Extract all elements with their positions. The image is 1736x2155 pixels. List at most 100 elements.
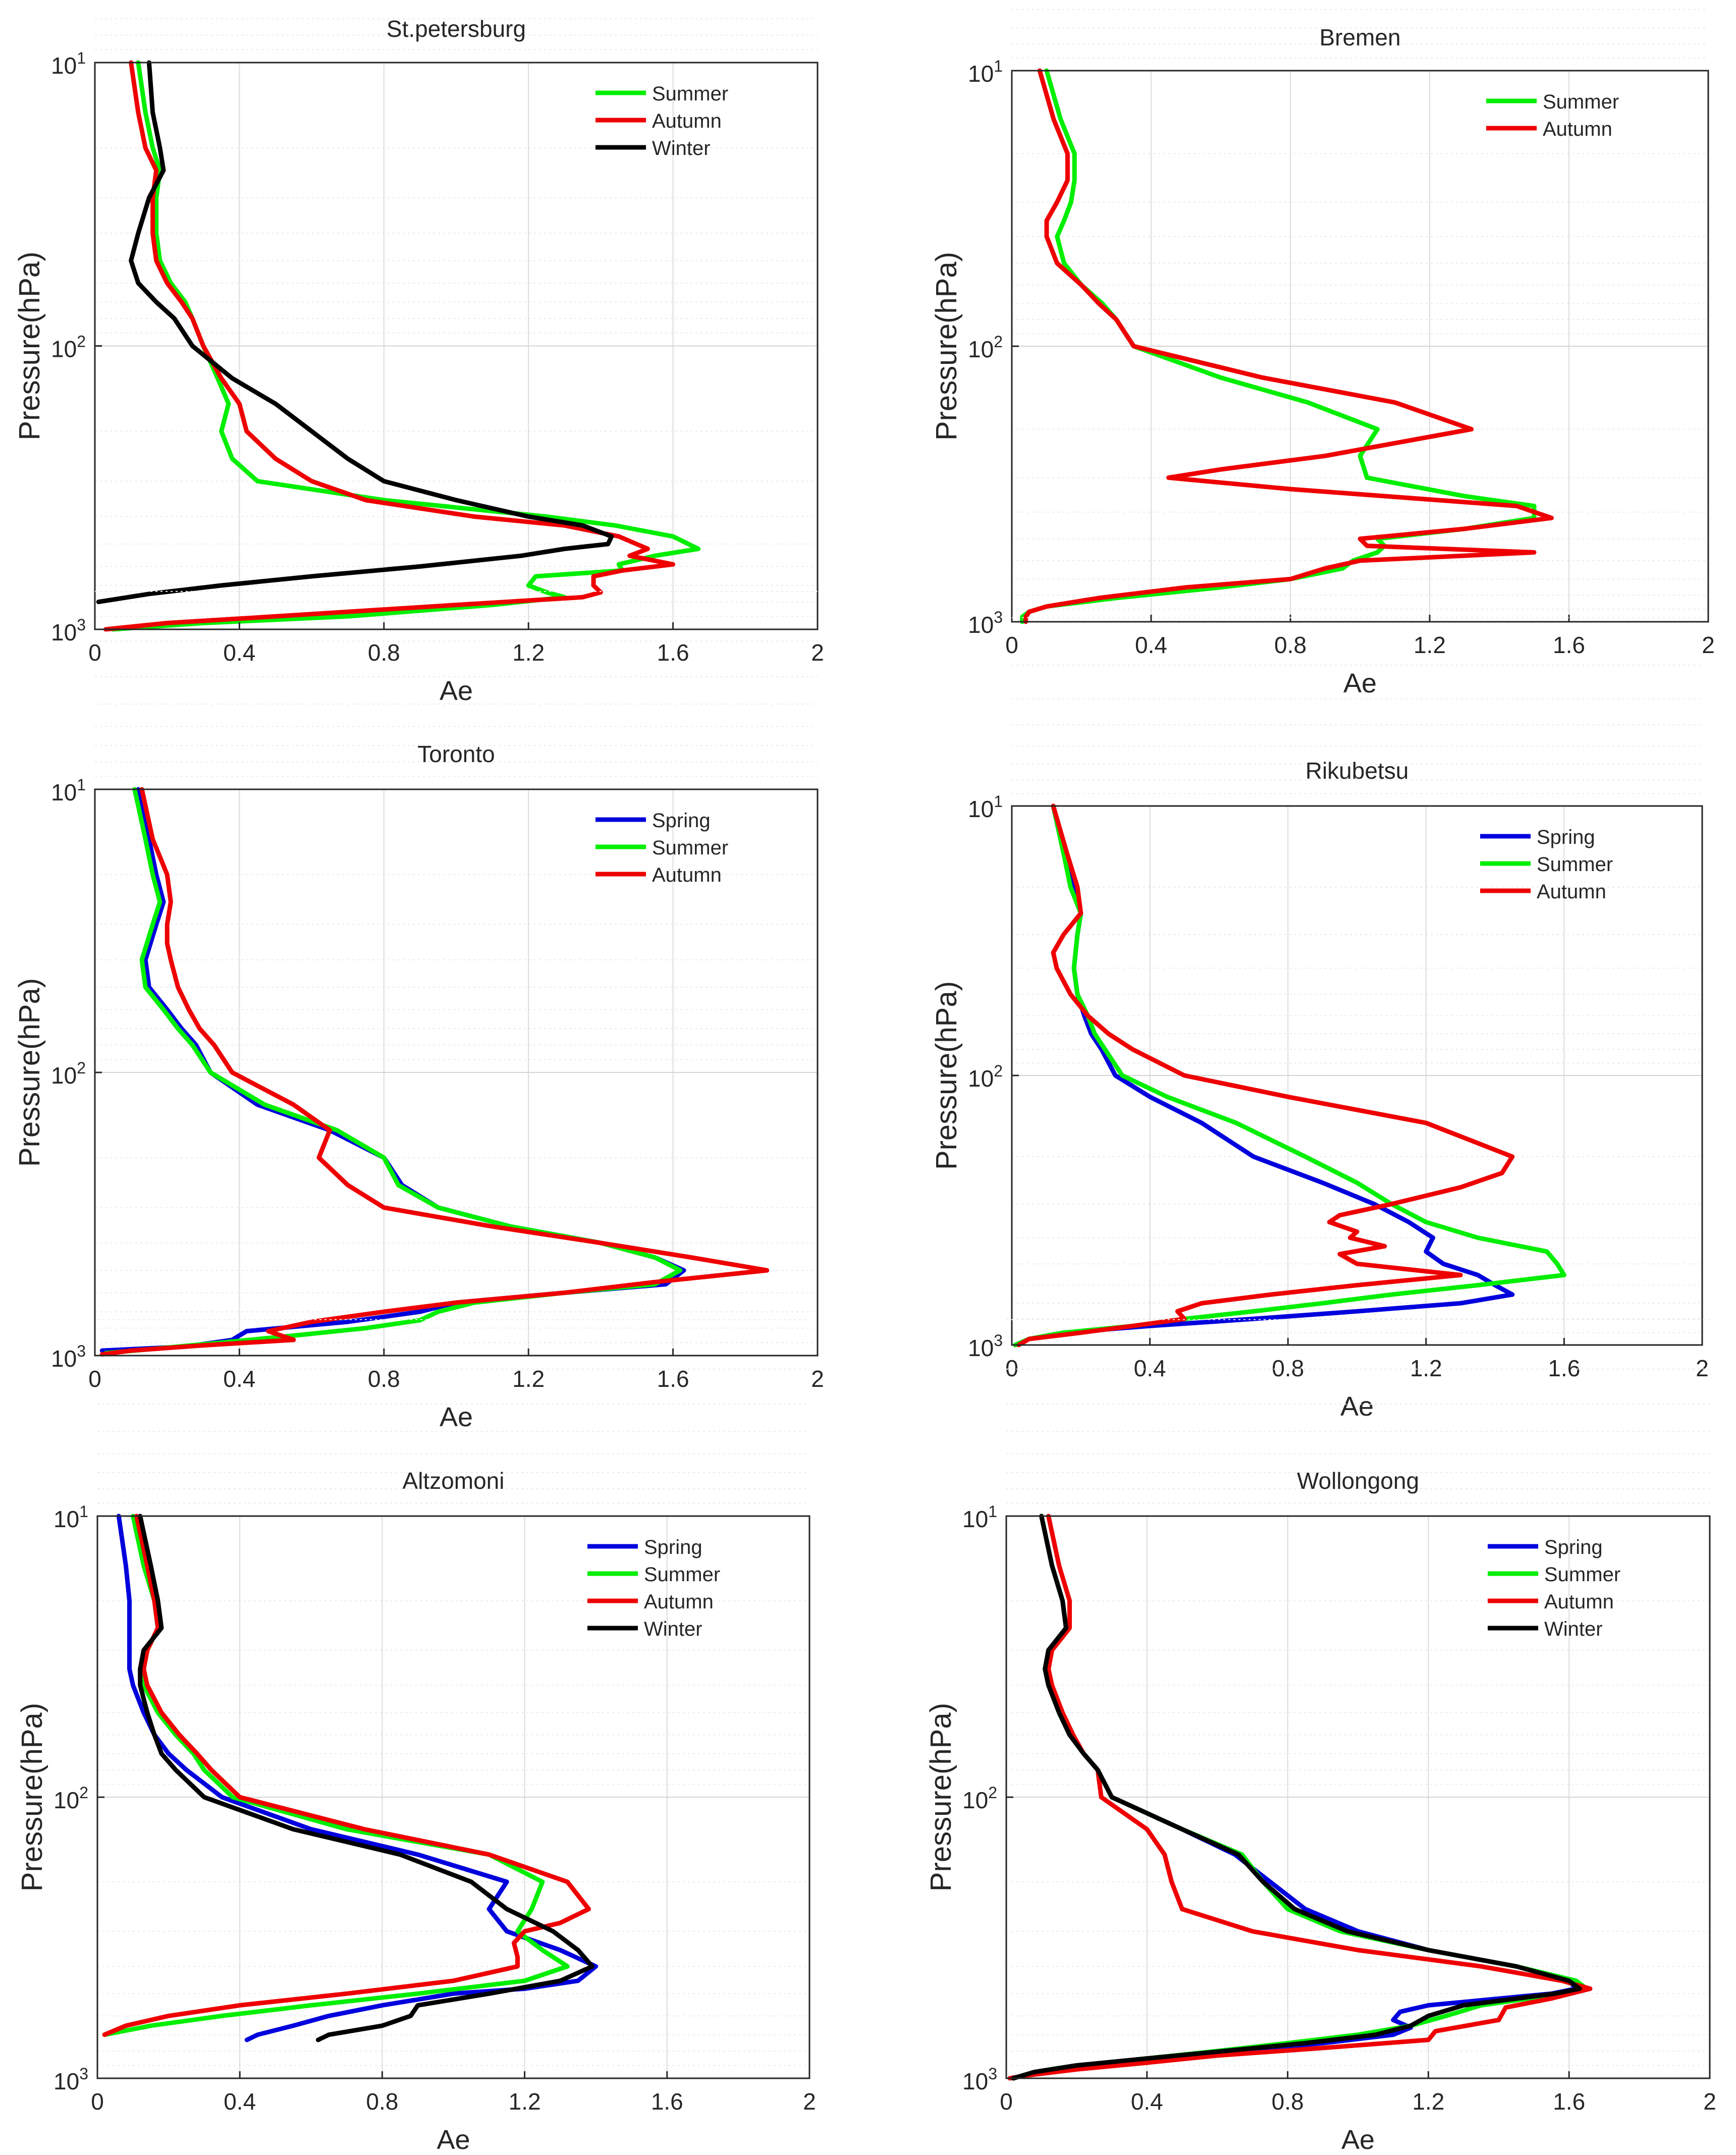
chart-title: St.petersburg bbox=[387, 16, 526, 42]
x-tick-label: 0.4 bbox=[1134, 1355, 1166, 1381]
x-tick-label: 1.6 bbox=[657, 639, 689, 666]
y-axis-label: Pressure(hPa) bbox=[925, 1703, 957, 1892]
x-tick-label: 2 bbox=[811, 639, 824, 666]
chart-panel: 0 0.4 0.8 1.2 1.6 2 101 102 103 Altzomoni Ae Pressu… bbox=[16, 1319, 816, 2155]
y-tick-label: 103 bbox=[968, 608, 1003, 638]
x-tick-label: 0.8 bbox=[1272, 1355, 1304, 1381]
y-tick-label: 102 bbox=[51, 333, 86, 362]
legend-label-summer: Summer bbox=[652, 837, 728, 859]
chart-panel: 0 0.4 0.8 1.2 1.6 2 101 102 103 Wollongong Ae Press… bbox=[925, 1319, 1716, 2155]
y-tick-label: 103 bbox=[968, 1331, 1003, 1361]
x-tick-label: 2 bbox=[1696, 1355, 1709, 1381]
series-line-summer bbox=[102, 1514, 570, 2037]
y-tick-label: 102 bbox=[962, 1784, 997, 1813]
x-tick-label: 1.2 bbox=[1410, 1355, 1442, 1381]
x-tick-label: 1.2 bbox=[1414, 632, 1446, 658]
y-tick-label: 101 bbox=[962, 1502, 997, 1532]
y-tick-label: 103 bbox=[962, 2065, 997, 2094]
chart-title: Altzomoni bbox=[403, 1468, 505, 1494]
series-line-summer bbox=[103, 787, 683, 1356]
legend-label-spring: Spring bbox=[652, 810, 711, 832]
y-tick-label: 101 bbox=[51, 776, 86, 805]
x-tick-label: 0 bbox=[1000, 2088, 1013, 2115]
series-line-summer bbox=[1013, 803, 1566, 1348]
x-tick-label: 1.6 bbox=[657, 1366, 689, 1392]
chart-title: Wollongong bbox=[1297, 1468, 1419, 1494]
series-line-autumn bbox=[102, 1514, 591, 2037]
x-tick-label: 0.8 bbox=[368, 1366, 400, 1392]
y-axis-label: Pressure(hPa) bbox=[13, 978, 46, 1167]
x-tick-label: 0.8 bbox=[368, 639, 400, 666]
x-tick-label: 0 bbox=[88, 639, 101, 666]
y-axis-label: Pressure(hPa) bbox=[16, 1703, 48, 1892]
y-tick-label: 102 bbox=[968, 1062, 1003, 1092]
x-tick-label: 0.8 bbox=[366, 2088, 398, 2115]
legend-label-winter: Winter bbox=[644, 1618, 702, 1640]
series-line-autumn bbox=[1023, 68, 1554, 624]
x-tick-label: 2 bbox=[811, 1366, 824, 1392]
y-tick-label: 101 bbox=[51, 49, 86, 79]
x-axis-label: Ae bbox=[437, 2125, 470, 2155]
x-tick-label: 2 bbox=[803, 2088, 816, 2115]
y-axis-label: Pressure(hPa) bbox=[930, 252, 963, 441]
y-tick-label: 102 bbox=[53, 1784, 88, 1813]
chart-panel: 0 0.4 0.8 1.2 1.6 2 101 102 103 Rikubetsu Ae Pressu… bbox=[930, 617, 1709, 1422]
x-tick-label: 2 bbox=[1703, 2088, 1716, 2115]
legend-label-summer: Summer bbox=[1543, 91, 1619, 113]
y-tick-label: 101 bbox=[53, 1502, 88, 1532]
x-tick-label: 0.8 bbox=[1274, 632, 1307, 658]
chart-panel: 0 0.4 0.8 1.2 1.6 2 101 102 103 Toronto Ae Pressure… bbox=[13, 590, 824, 1432]
y-tick-label: 102 bbox=[51, 1059, 86, 1089]
x-tick-label: 1.6 bbox=[1553, 2088, 1585, 2115]
y-tick-label: 102 bbox=[968, 333, 1003, 362]
chart-title: Rikubetsu bbox=[1306, 758, 1409, 784]
legend-label-summer: Summer bbox=[1544, 1564, 1620, 1586]
legend-label-autumn: Autumn bbox=[644, 1591, 714, 1613]
legend-label-autumn: Autumn bbox=[1544, 1591, 1614, 1613]
y-tick-label: 103 bbox=[51, 1342, 86, 1372]
x-axis-label: Ae bbox=[440, 676, 473, 706]
x-tick-label: 1.2 bbox=[512, 1366, 545, 1392]
series-line-autumn bbox=[1016, 803, 1515, 1348]
legend-label-winter: Winter bbox=[1544, 1618, 1603, 1640]
legend-label-summer: Summer bbox=[1537, 853, 1613, 876]
y-tick-label: 103 bbox=[53, 2065, 88, 2094]
chart-panel: 0 0.4 0.8 1.2 1.6 2 101 102 103 St.petersburg Ae Pr… bbox=[13, 0, 824, 706]
legend-label-spring: Spring bbox=[1537, 826, 1595, 848]
series-line-autumn bbox=[1007, 1514, 1593, 2081]
x-tick-label: 1.2 bbox=[1412, 2088, 1444, 2115]
x-tick-label: 0.4 bbox=[1135, 632, 1167, 658]
chart-panel: 0 0.4 0.8 1.2 1.6 2 101 102 103 Bremen Ae Pressure(… bbox=[930, 9, 1715, 698]
series-line-winter bbox=[1011, 1514, 1582, 2081]
x-tick-label: 0.4 bbox=[1131, 2088, 1163, 2115]
legend-label-winter: Winter bbox=[652, 137, 711, 159]
legend-label-autumn: Autumn bbox=[652, 864, 722, 886]
legend-label-summer: Summer bbox=[644, 1564, 720, 1586]
x-tick-label: 1.6 bbox=[1548, 1355, 1580, 1381]
y-tick-label: 101 bbox=[968, 57, 1003, 87]
legend-label-autumn: Autumn bbox=[1537, 881, 1606, 903]
y-tick-label: 101 bbox=[968, 792, 1003, 822]
legend-label-summer: Summer bbox=[652, 83, 728, 105]
x-tick-label: 0 bbox=[1005, 1355, 1018, 1381]
x-tick-label: 0 bbox=[88, 1366, 101, 1392]
x-axis-label: Ae bbox=[440, 1402, 473, 1432]
x-tick-label: 2 bbox=[1702, 632, 1715, 658]
x-tick-label: 0.4 bbox=[224, 2088, 256, 2115]
x-tick-label: 0 bbox=[1005, 632, 1018, 658]
y-tick-label: 103 bbox=[51, 616, 86, 645]
series-line-spring bbox=[116, 1514, 599, 2042]
series-line-winter bbox=[138, 1514, 595, 2042]
x-axis-label: Ae bbox=[1340, 1391, 1374, 1422]
legend-label-autumn: Autumn bbox=[652, 110, 722, 132]
x-tick-label: 1.6 bbox=[1553, 632, 1585, 658]
legend-label-spring: Spring bbox=[1544, 1536, 1603, 1558]
x-tick-label: 0.8 bbox=[1272, 2088, 1304, 2115]
x-tick-label: 0.4 bbox=[223, 1366, 255, 1392]
x-tick-label: 0 bbox=[91, 2088, 104, 2115]
chart-title: Toronto bbox=[417, 741, 495, 767]
chart-title: Bremen bbox=[1319, 24, 1400, 50]
x-tick-label: 1.2 bbox=[512, 639, 545, 666]
y-axis-label: Pressure(hPa) bbox=[930, 981, 963, 1170]
